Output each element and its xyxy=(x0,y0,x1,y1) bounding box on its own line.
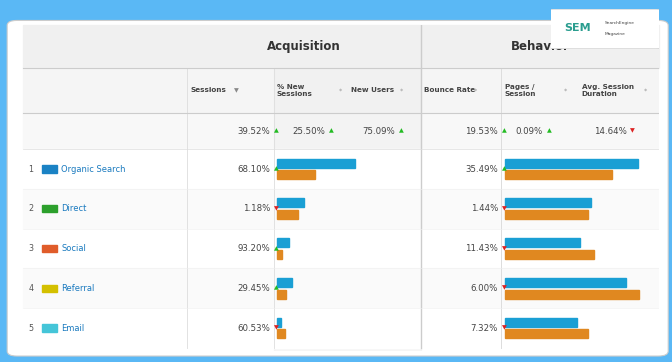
Text: Email: Email xyxy=(61,324,84,333)
Bar xyxy=(24,68,659,113)
Text: ▼: ▼ xyxy=(630,129,635,134)
Bar xyxy=(277,278,292,287)
Bar xyxy=(42,324,56,332)
Bar xyxy=(277,329,285,338)
Bar xyxy=(505,238,580,247)
Text: ◆: ◆ xyxy=(474,88,477,93)
Bar xyxy=(505,317,577,327)
Bar xyxy=(24,149,659,189)
Text: ▼: ▼ xyxy=(502,246,507,251)
Bar xyxy=(505,278,626,287)
Text: Bounce Rate: Bounce Rate xyxy=(424,88,476,93)
FancyBboxPatch shape xyxy=(548,9,662,49)
Text: 0.09%: 0.09% xyxy=(516,127,543,136)
Text: ▲: ▲ xyxy=(274,129,279,134)
Text: 75.09%: 75.09% xyxy=(363,127,395,136)
Text: % New
Sessions: % New Sessions xyxy=(277,84,312,97)
Text: Avg. Session
Duration: Avg. Session Duration xyxy=(581,84,634,97)
Text: 68.10%: 68.10% xyxy=(237,164,270,173)
Text: SearchEngine: SearchEngine xyxy=(605,21,635,25)
Bar xyxy=(505,329,589,338)
Text: ◆: ◆ xyxy=(400,88,403,93)
Bar xyxy=(277,210,298,219)
Text: ▼: ▼ xyxy=(502,206,507,211)
Text: 60.53%: 60.53% xyxy=(237,324,270,333)
Bar xyxy=(505,210,589,219)
Bar xyxy=(24,268,659,308)
Text: 5: 5 xyxy=(28,324,34,333)
Text: ◆: ◆ xyxy=(339,88,342,93)
Text: New Users: New Users xyxy=(351,88,394,93)
Bar xyxy=(505,250,594,259)
Text: ▼: ▼ xyxy=(502,325,507,331)
Bar xyxy=(42,285,56,292)
Text: 14.64%: 14.64% xyxy=(593,127,626,136)
Text: ▼: ▼ xyxy=(234,88,239,93)
Text: ▲: ▲ xyxy=(502,129,507,134)
Bar xyxy=(42,165,56,173)
Bar xyxy=(277,290,286,299)
Text: ▲: ▲ xyxy=(274,246,279,251)
Text: ◆: ◆ xyxy=(644,88,647,93)
Text: 19.53%: 19.53% xyxy=(466,127,498,136)
Bar xyxy=(277,238,289,247)
Text: ▲: ▲ xyxy=(399,129,404,134)
Bar xyxy=(277,317,281,327)
Bar xyxy=(42,205,56,212)
Bar xyxy=(42,245,56,252)
Text: 29.45%: 29.45% xyxy=(237,284,270,293)
Text: Acquisition: Acquisition xyxy=(267,40,341,53)
Bar xyxy=(274,68,421,351)
Text: Organic Search: Organic Search xyxy=(61,164,126,173)
Bar xyxy=(505,290,639,299)
Text: 35.49%: 35.49% xyxy=(466,164,498,173)
Text: Social: Social xyxy=(61,244,86,253)
Text: 7.32%: 7.32% xyxy=(471,324,498,333)
Text: ▲: ▲ xyxy=(274,286,279,291)
Text: 3: 3 xyxy=(28,244,34,253)
Text: 1: 1 xyxy=(28,164,34,173)
Text: Behavior: Behavior xyxy=(511,40,569,53)
Bar xyxy=(24,229,659,268)
FancyBboxPatch shape xyxy=(7,20,668,356)
Text: 25.50%: 25.50% xyxy=(292,127,325,136)
Text: 6.00%: 6.00% xyxy=(471,284,498,293)
Bar xyxy=(505,198,591,207)
Text: ◆: ◆ xyxy=(564,88,566,93)
Text: ▲: ▲ xyxy=(547,129,552,134)
Bar xyxy=(277,250,282,259)
Bar xyxy=(24,113,659,149)
Text: ▲: ▲ xyxy=(502,167,507,172)
Text: ▼: ▼ xyxy=(502,286,507,291)
Text: 93.20%: 93.20% xyxy=(237,244,270,253)
Text: Direct: Direct xyxy=(61,204,87,213)
Text: 11.43%: 11.43% xyxy=(465,244,498,253)
Text: Sessions: Sessions xyxy=(190,88,226,93)
Text: 1.18%: 1.18% xyxy=(243,204,270,213)
Bar xyxy=(24,308,659,348)
Text: ▼: ▼ xyxy=(274,325,279,331)
Text: 1.44%: 1.44% xyxy=(471,204,498,213)
Text: ▼: ▼ xyxy=(274,206,279,211)
Bar xyxy=(505,159,638,168)
Text: ▲: ▲ xyxy=(274,167,279,172)
Bar xyxy=(505,171,612,180)
Text: ▲: ▲ xyxy=(329,129,333,134)
Text: Referral: Referral xyxy=(61,284,95,293)
Bar xyxy=(277,159,355,168)
Bar xyxy=(24,25,659,68)
Bar xyxy=(24,189,659,229)
Text: 39.52%: 39.52% xyxy=(237,127,270,136)
Bar xyxy=(277,198,304,207)
Text: SEM: SEM xyxy=(564,23,591,33)
Text: Magazine: Magazine xyxy=(605,32,626,36)
Text: 4: 4 xyxy=(28,284,34,293)
Text: 2: 2 xyxy=(28,204,34,213)
Bar xyxy=(277,171,314,180)
Text: Pages /
Session: Pages / Session xyxy=(505,84,536,97)
